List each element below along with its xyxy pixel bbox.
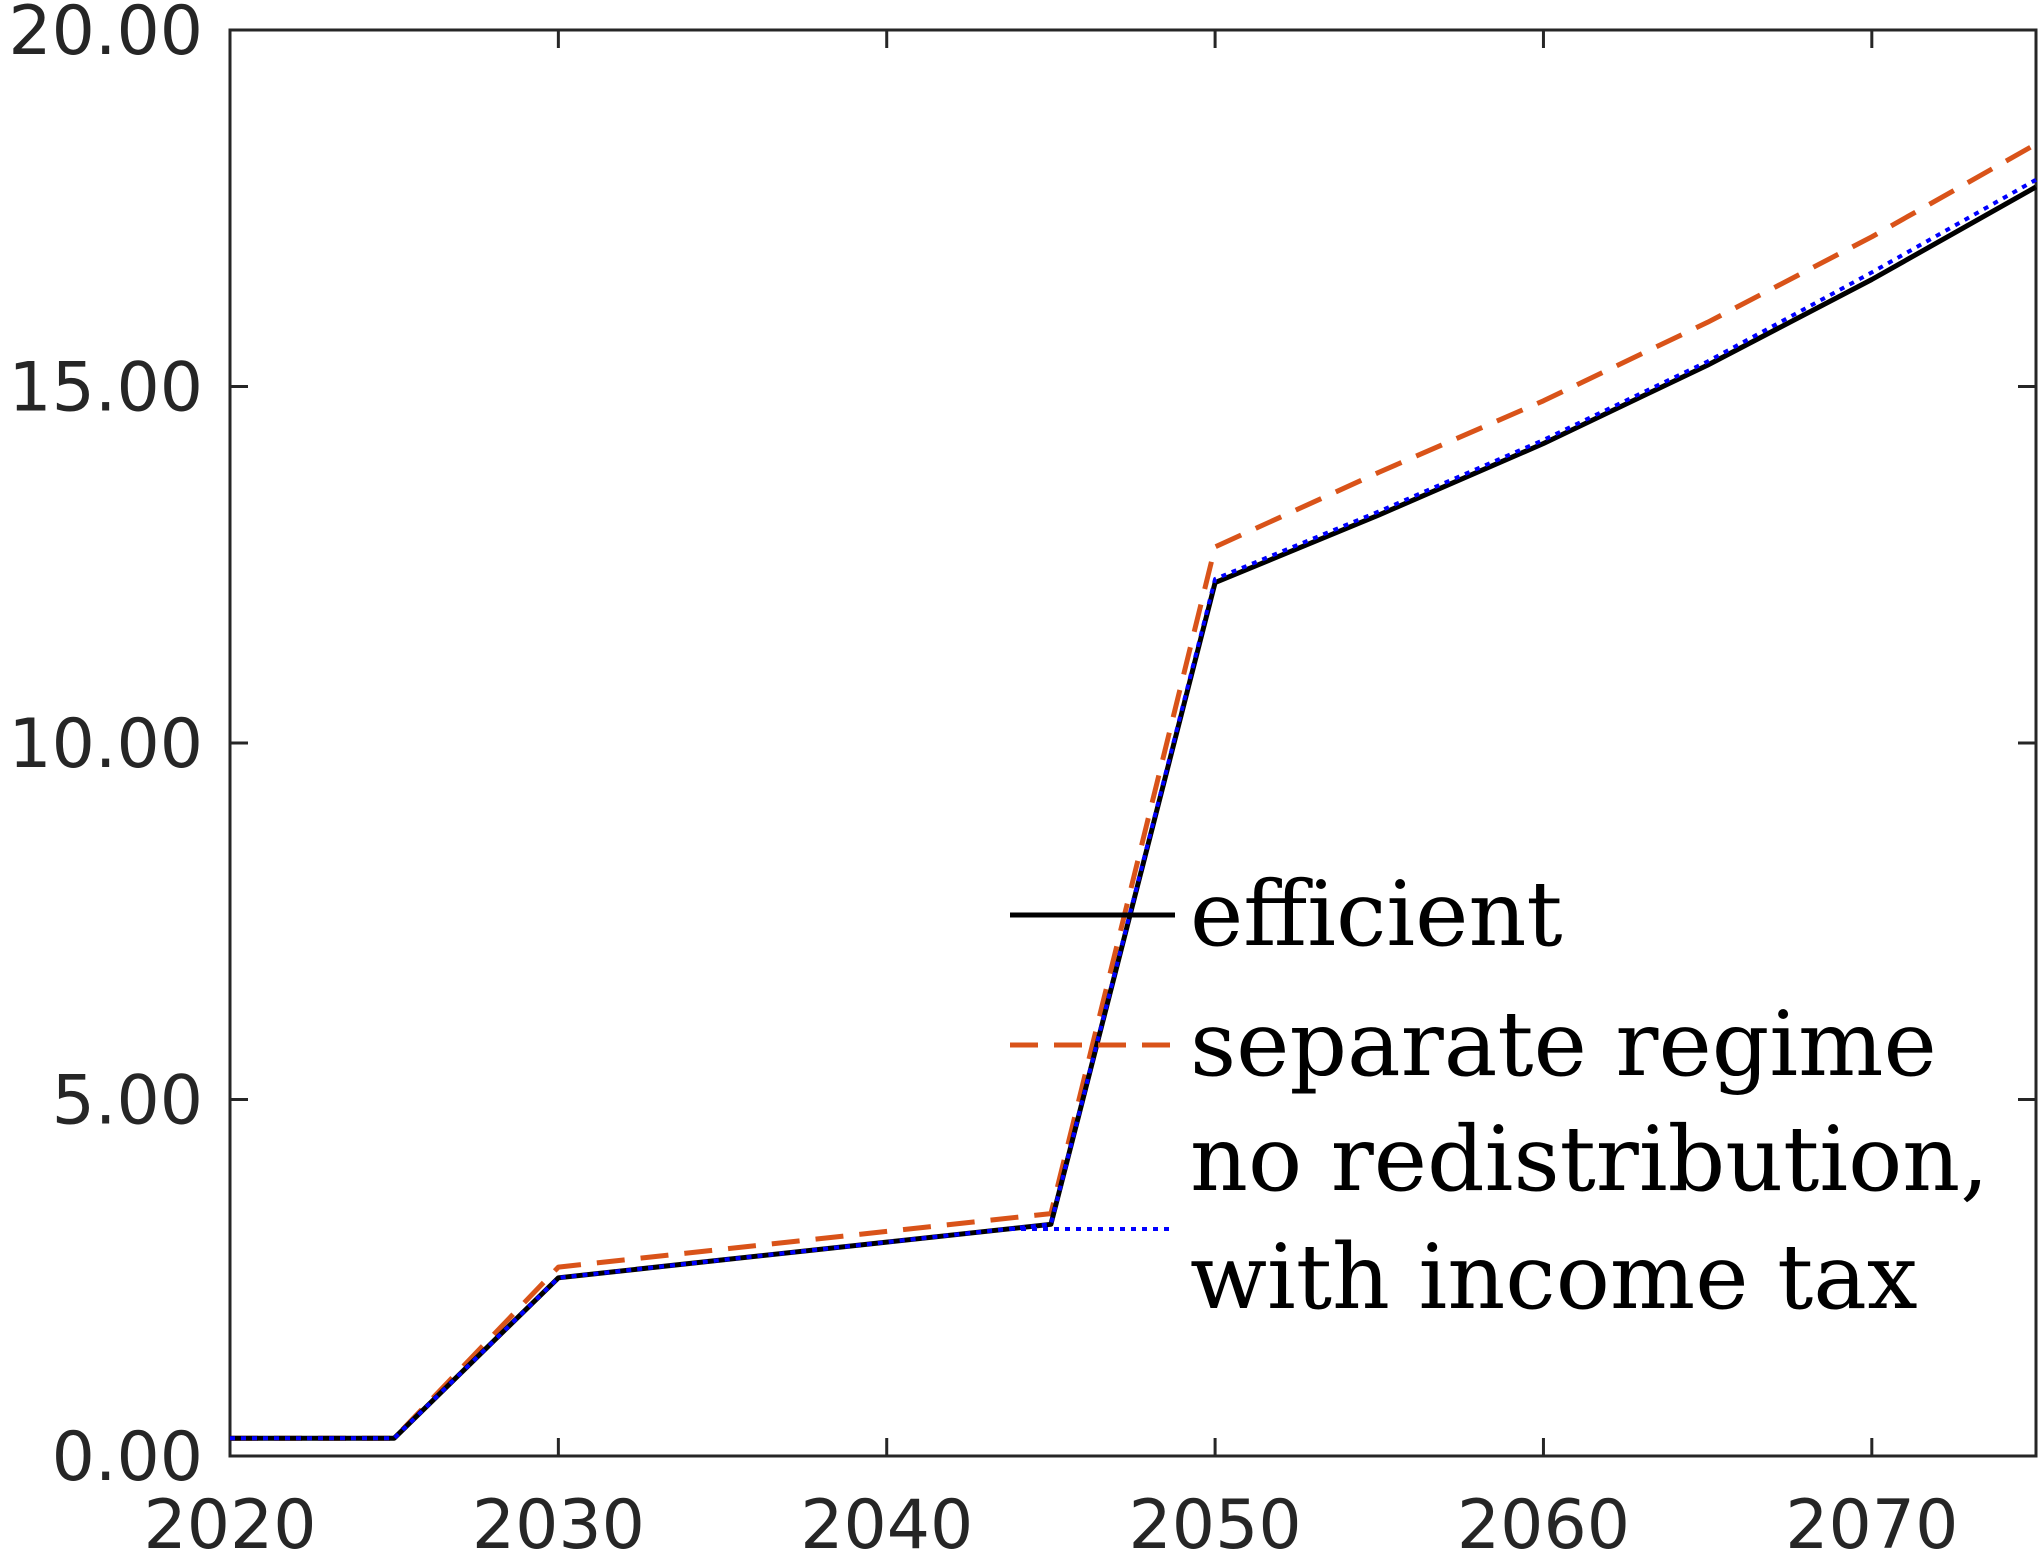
y-tick-label: 0.00 <box>52 1418 203 1497</box>
x-tick-label: 2050 <box>1129 1486 1302 1554</box>
x-tick-label: 2020 <box>143 1486 316 1554</box>
y-tick-label: 15.00 <box>8 349 203 428</box>
axis-ticks: 2020 2030 2040 2050 2060 2070 0.00 5.00 10.00 15.… <box>8 0 2036 1554</box>
x-tick-label: 2030 <box>472 1486 645 1554</box>
x-tick-label: 2060 <box>1457 1486 1630 1554</box>
y-tick-label: 10.00 <box>8 705 203 784</box>
legend-label: no redistribution, <box>1190 1107 1989 1212</box>
x-tick-label: 2070 <box>1785 1486 1958 1554</box>
legend-label: separate regime <box>1190 992 1937 1097</box>
series-line-dashed <box>230 141 2038 1441</box>
series-group <box>230 141 2038 1441</box>
legend-label: with income tax <box>1190 1225 1918 1330</box>
legend-label: efficient <box>1190 862 1563 967</box>
y-tick-label: 5.00 <box>52 1062 203 1141</box>
y-tick-label: 20.00 <box>8 0 203 71</box>
x-tick-label: 2040 <box>800 1486 973 1554</box>
series-line-dotted <box>230 177 2037 1441</box>
